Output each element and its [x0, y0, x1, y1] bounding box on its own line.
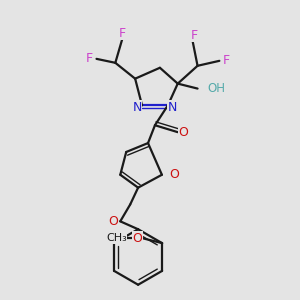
Text: O: O	[132, 232, 142, 245]
Text: N: N	[132, 101, 142, 114]
Text: F: F	[119, 27, 126, 40]
Text: O: O	[169, 168, 179, 181]
Text: N: N	[168, 101, 178, 114]
Text: O: O	[108, 215, 118, 228]
Text: O: O	[179, 126, 189, 139]
Text: F: F	[191, 28, 198, 42]
Text: F: F	[86, 52, 93, 65]
Text: OH: OH	[208, 82, 226, 95]
Text: CH₃: CH₃	[106, 233, 127, 243]
Text: F: F	[223, 54, 230, 67]
